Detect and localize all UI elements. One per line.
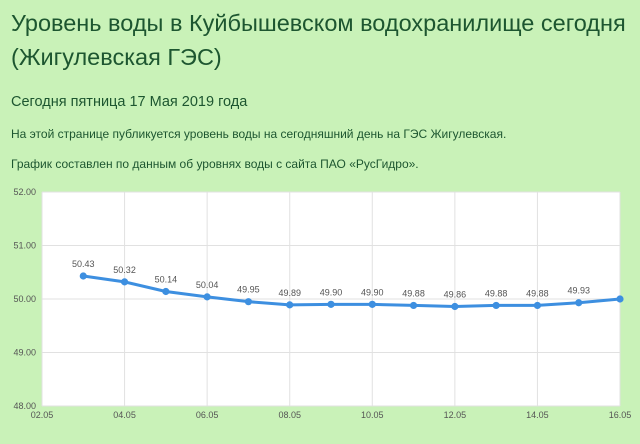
data-point <box>533 301 542 310</box>
x-tick-label: 02.05 <box>31 410 54 420</box>
data-label: 49.93 <box>567 286 590 296</box>
data-label: 50.14 <box>155 275 178 285</box>
series-line <box>81 274 622 308</box>
data-point <box>244 298 253 306</box>
data-point <box>79 272 87 280</box>
x-tick-label: 06.05 <box>196 410 219 420</box>
data-label: 50.32 <box>113 265 136 275</box>
y-tick-label: 51.00 <box>13 241 36 251</box>
x-tick-label: 14.05 <box>526 410 549 420</box>
description-paragraph: На этой странице публикуется уровень вод… <box>11 127 507 141</box>
data-point <box>492 301 500 310</box>
data-point <box>203 293 211 301</box>
x-tick-label: 04.05 <box>113 410 136 420</box>
data-label: 50.04 <box>196 280 219 290</box>
x-tick-label: 10.05 <box>361 410 384 420</box>
data-label: 49.88 <box>402 288 425 298</box>
data-label: 49.86 <box>444 289 467 299</box>
x-tick-label: 16.05 <box>609 410 632 420</box>
data-point <box>575 299 583 307</box>
data-point <box>162 287 170 296</box>
source-paragraph: График составлен по данным об уровнях во… <box>11 157 419 171</box>
data-label: 49.88 <box>485 288 508 298</box>
date-line: Сегодня пятница 17 Мая 2019 года <box>11 94 248 110</box>
data-point <box>286 301 294 309</box>
data-label: 49.90 <box>361 287 384 297</box>
data-label: 49.88 <box>526 288 549 298</box>
data-point <box>120 278 129 286</box>
y-tick-label: 52.00 <box>13 187 36 197</box>
page-title: Уровень воды в Куйбышевском водохранилищ… <box>11 10 626 70</box>
data-point <box>409 301 418 310</box>
y-tick-label: 50.00 <box>13 294 36 304</box>
data-point <box>451 302 459 311</box>
x-tick-label: 08.05 <box>278 410 301 420</box>
data-point <box>616 295 624 303</box>
data-point <box>327 300 335 308</box>
y-tick-label: 49.00 <box>13 348 36 358</box>
data-label: 49.90 <box>320 287 343 297</box>
x-tick-label: 12.05 <box>444 410 467 420</box>
data-label: 50.43 <box>72 259 95 269</box>
data-label: 49.89 <box>278 288 301 298</box>
water-level-chart: 52.00 51.00 50.00 49.00 48.00 02.05 04.05 06.05… <box>0 182 640 439</box>
data-point <box>368 300 376 308</box>
y-tick-label: 48.00 <box>13 401 36 411</box>
data-label: 49.95 <box>237 285 260 295</box>
